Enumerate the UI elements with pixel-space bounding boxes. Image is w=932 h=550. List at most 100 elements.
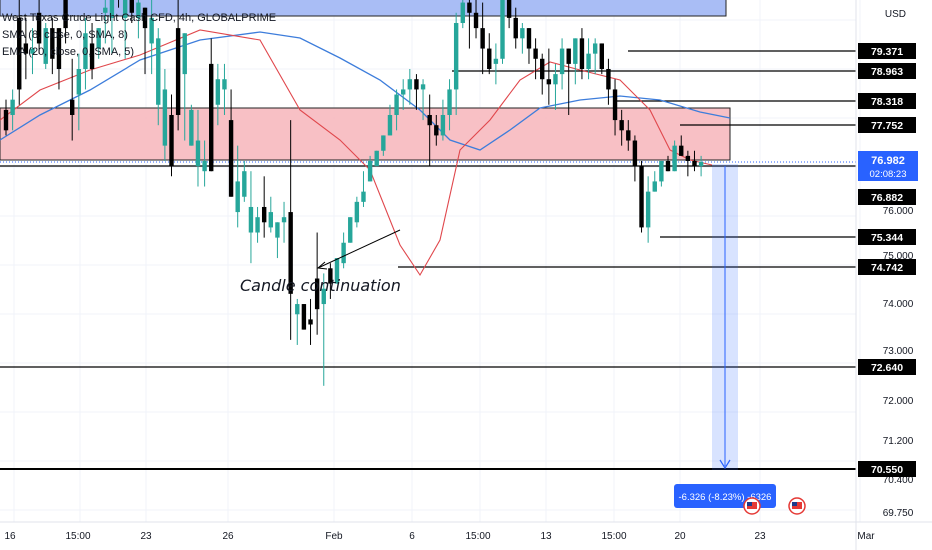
candle-body xyxy=(586,53,591,69)
candle xyxy=(659,160,664,187)
candle-body xyxy=(169,114,174,167)
candle xyxy=(606,58,611,105)
candle-body xyxy=(367,160,373,182)
annotation-text: Candle continuation xyxy=(240,276,401,295)
sma-legend[interactable]: SMA (8, close, 0, SMA, 8) xyxy=(2,29,128,41)
candle xyxy=(453,12,459,115)
candle xyxy=(645,176,651,243)
candle xyxy=(381,135,386,156)
candle-body xyxy=(70,99,75,115)
candle xyxy=(89,23,95,80)
candle-body xyxy=(639,166,644,228)
candle-body xyxy=(261,206,267,223)
candle xyxy=(493,43,499,85)
candle-body xyxy=(96,28,101,49)
candle xyxy=(288,120,293,340)
price-axis-tick: 69.750 xyxy=(883,508,914,519)
candle-body xyxy=(129,0,134,13)
candle-body xyxy=(341,242,346,264)
candle xyxy=(354,196,360,228)
candle xyxy=(520,23,525,54)
price-level-label: 79.371 xyxy=(858,43,916,59)
candle-body xyxy=(407,79,413,90)
candle-body xyxy=(202,160,207,172)
candle xyxy=(103,0,108,44)
candle xyxy=(182,33,187,141)
candle xyxy=(559,38,565,90)
current-price-badge-bg xyxy=(858,151,918,181)
candle xyxy=(169,94,174,177)
candle-body xyxy=(533,48,538,59)
candle-body xyxy=(487,48,492,69)
candle xyxy=(314,232,320,335)
candle-body xyxy=(348,217,353,243)
candle xyxy=(487,33,492,75)
candle xyxy=(374,150,379,167)
candle-body xyxy=(222,79,227,90)
candle-body xyxy=(83,33,88,69)
candle xyxy=(215,63,221,126)
candle xyxy=(17,0,22,105)
candle-body xyxy=(43,28,48,64)
us-flag-icon xyxy=(743,497,761,515)
candle-body xyxy=(685,155,691,161)
time-axis-tick: 15:00 xyxy=(601,531,626,542)
candle xyxy=(268,196,273,233)
candle-body xyxy=(540,58,545,80)
candle xyxy=(228,89,234,197)
candle-body xyxy=(467,2,472,13)
price-axis-tick: 70.400 xyxy=(883,475,914,486)
price-level-label-bg xyxy=(858,43,916,59)
candle-body xyxy=(493,58,499,64)
price-axis-tick: 75.000 xyxy=(883,251,914,262)
candle xyxy=(175,0,181,131)
candle-body xyxy=(573,38,578,64)
candle-body xyxy=(374,150,379,167)
ema-legend[interactable]: EMA (20, close, 0, SMA, 5) xyxy=(2,46,135,58)
candle-body xyxy=(10,99,15,115)
time-axis-tick: 15:00 xyxy=(465,531,490,542)
candle xyxy=(679,135,684,156)
candle xyxy=(540,53,545,95)
candle-body xyxy=(645,191,651,228)
candle xyxy=(341,232,346,269)
time-axis-tick: 26 xyxy=(222,531,234,542)
candle-body xyxy=(149,17,154,44)
time-axis-tick: 23 xyxy=(140,531,152,542)
symbol-title[interactable]: West Texas Crude Light Cash CFD, 4h, GLO… xyxy=(2,12,277,24)
candle xyxy=(275,222,280,259)
candle-body xyxy=(89,43,95,69)
candle xyxy=(599,43,604,75)
candle-body xyxy=(606,68,611,90)
candle xyxy=(612,79,618,136)
price-level-value: 77.752 xyxy=(871,120,903,132)
candle-body xyxy=(63,0,68,29)
candle-body xyxy=(546,79,552,85)
candle-body xyxy=(354,201,360,223)
candle xyxy=(447,79,452,131)
price-level-label-bg xyxy=(858,93,916,109)
candle xyxy=(248,171,254,264)
candle-body xyxy=(248,206,254,233)
candle xyxy=(672,140,677,172)
candle xyxy=(96,28,101,59)
candle-body xyxy=(632,140,638,167)
candle xyxy=(526,28,532,64)
candle-body xyxy=(242,171,247,197)
currency-label[interactable]: USD xyxy=(884,9,906,20)
time-axis-tick: 20 xyxy=(674,531,686,542)
price-level-label-bg xyxy=(858,359,916,375)
annotation-arrow xyxy=(317,229,401,269)
candle xyxy=(308,298,313,345)
candle xyxy=(255,206,260,243)
price-level-value: 72.640 xyxy=(871,362,903,374)
candle xyxy=(328,263,333,299)
price-level-label-bg xyxy=(858,63,916,79)
candle xyxy=(394,89,399,131)
candle-body xyxy=(387,114,393,136)
candle-body xyxy=(652,181,657,192)
sma-line xyxy=(0,29,713,277)
candle-body xyxy=(215,79,221,105)
candle xyxy=(156,28,161,126)
